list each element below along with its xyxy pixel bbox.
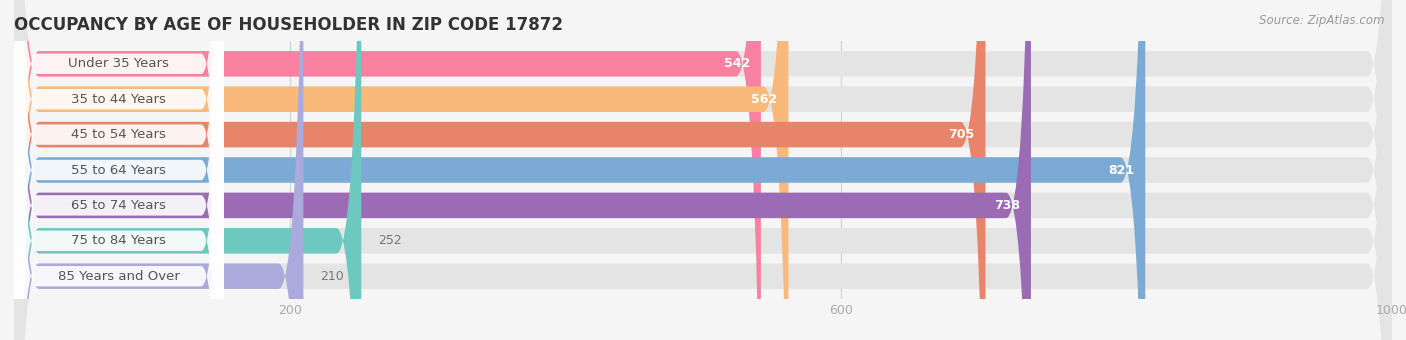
FancyBboxPatch shape xyxy=(14,0,1392,340)
Text: 45 to 54 Years: 45 to 54 Years xyxy=(72,128,166,141)
Text: 85 Years and Over: 85 Years and Over xyxy=(58,270,180,283)
FancyBboxPatch shape xyxy=(14,0,224,340)
Text: 252: 252 xyxy=(378,234,402,247)
FancyBboxPatch shape xyxy=(14,0,1031,340)
Text: OCCUPANCY BY AGE OF HOUSEHOLDER IN ZIP CODE 17872: OCCUPANCY BY AGE OF HOUSEHOLDER IN ZIP C… xyxy=(14,16,562,34)
FancyBboxPatch shape xyxy=(14,0,1392,340)
FancyBboxPatch shape xyxy=(14,0,224,340)
FancyBboxPatch shape xyxy=(14,0,1392,340)
FancyBboxPatch shape xyxy=(14,0,361,340)
Text: 35 to 44 Years: 35 to 44 Years xyxy=(72,93,166,106)
FancyBboxPatch shape xyxy=(14,0,1392,340)
Text: 210: 210 xyxy=(321,270,343,283)
Text: 705: 705 xyxy=(948,128,974,141)
FancyBboxPatch shape xyxy=(14,0,224,340)
Text: 738: 738 xyxy=(994,199,1019,212)
FancyBboxPatch shape xyxy=(14,0,761,340)
Text: 821: 821 xyxy=(1108,164,1135,176)
FancyBboxPatch shape xyxy=(14,0,986,340)
FancyBboxPatch shape xyxy=(14,0,224,340)
Text: Source: ZipAtlas.com: Source: ZipAtlas.com xyxy=(1260,14,1385,27)
Text: 542: 542 xyxy=(724,57,749,70)
FancyBboxPatch shape xyxy=(14,0,1392,340)
Text: 65 to 74 Years: 65 to 74 Years xyxy=(72,199,166,212)
Text: 55 to 64 Years: 55 to 64 Years xyxy=(72,164,166,176)
FancyBboxPatch shape xyxy=(14,0,789,340)
FancyBboxPatch shape xyxy=(14,0,1146,340)
FancyBboxPatch shape xyxy=(14,0,1392,340)
FancyBboxPatch shape xyxy=(14,0,224,340)
FancyBboxPatch shape xyxy=(14,0,304,340)
Text: Under 35 Years: Under 35 Years xyxy=(69,57,169,70)
Text: 562: 562 xyxy=(751,93,778,106)
Text: 75 to 84 Years: 75 to 84 Years xyxy=(72,234,166,247)
FancyBboxPatch shape xyxy=(14,0,1392,340)
FancyBboxPatch shape xyxy=(14,0,224,340)
FancyBboxPatch shape xyxy=(14,0,224,340)
